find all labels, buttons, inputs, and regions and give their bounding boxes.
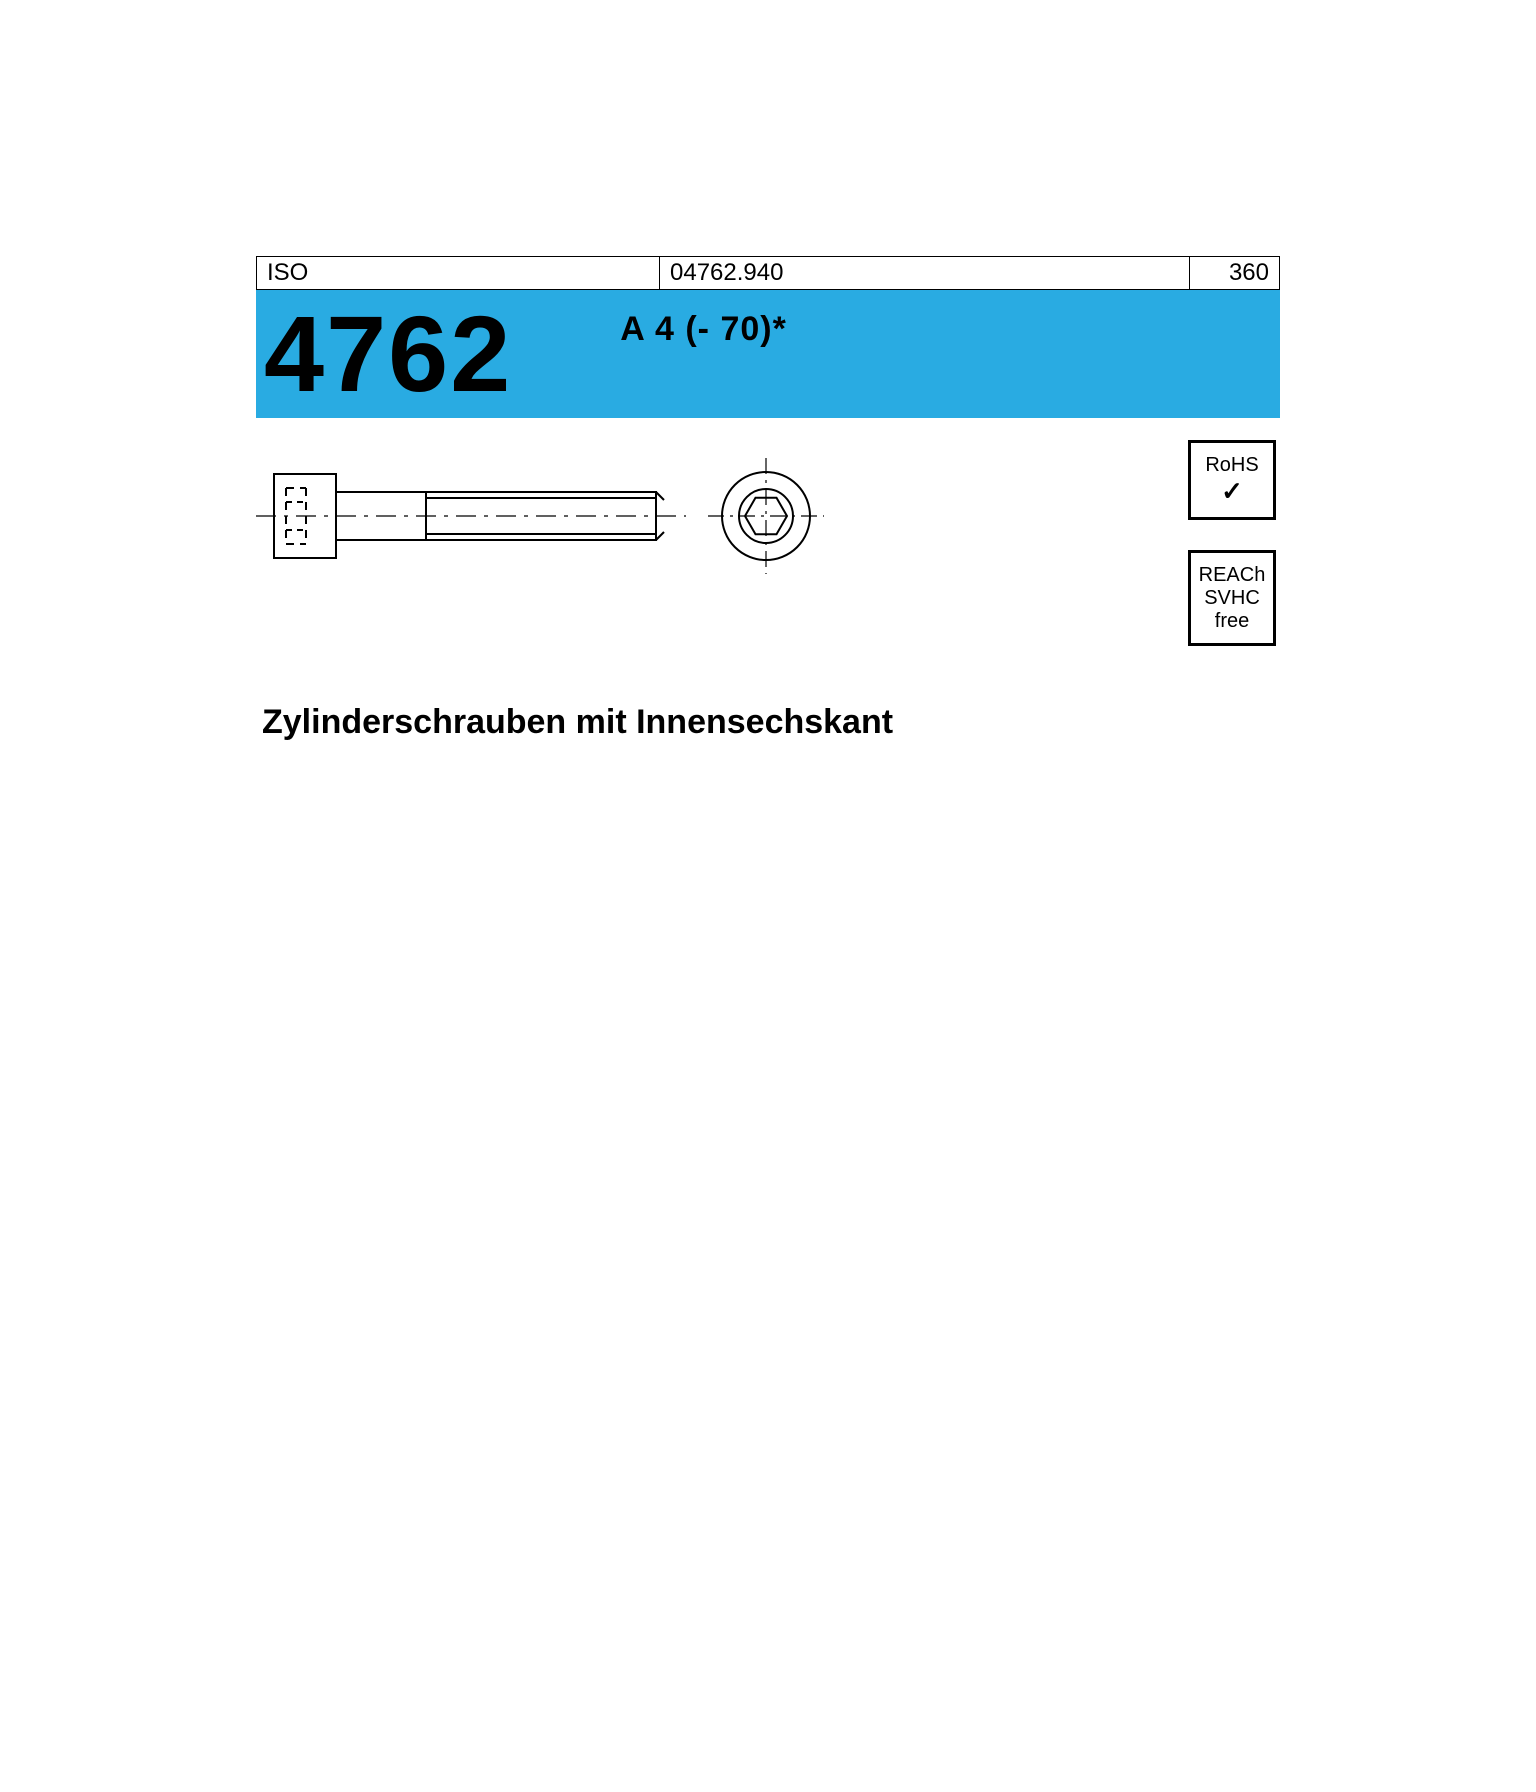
rohs-badge: RoHS ✓	[1188, 440, 1276, 520]
product-description: Zylinderschrauben mit Innensechskant	[256, 703, 1280, 742]
screw-technical-drawing	[256, 438, 876, 608]
standard-number: 4762	[264, 300, 512, 408]
header-code: 360	[1190, 256, 1280, 290]
reach-badge: REACh SVHC free	[1188, 550, 1276, 646]
material-grade: A 4 (- 70)*	[620, 310, 787, 349]
standard-number-bar: 4762 A 4 (- 70)*	[256, 290, 1280, 418]
header-article-number: 04762.940	[660, 256, 1190, 290]
check-icon: ✓	[1221, 477, 1243, 507]
reach-line3: free	[1215, 610, 1249, 633]
reach-line1: REACh	[1199, 564, 1266, 587]
header-standard: ISO	[256, 256, 660, 290]
reach-line2: SVHC	[1204, 587, 1260, 610]
header-row: ISO 04762.940 360	[256, 256, 1280, 290]
product-label-card: ISO 04762.940 360 4762 A 4 (- 70)*	[256, 256, 1280, 1280]
drawing-area: RoHS ✓ REACh SVHC free	[256, 418, 1280, 703]
rohs-label: RoHS	[1205, 454, 1258, 477]
compliance-badges: RoHS ✓ REACh SVHC free	[1188, 440, 1276, 646]
